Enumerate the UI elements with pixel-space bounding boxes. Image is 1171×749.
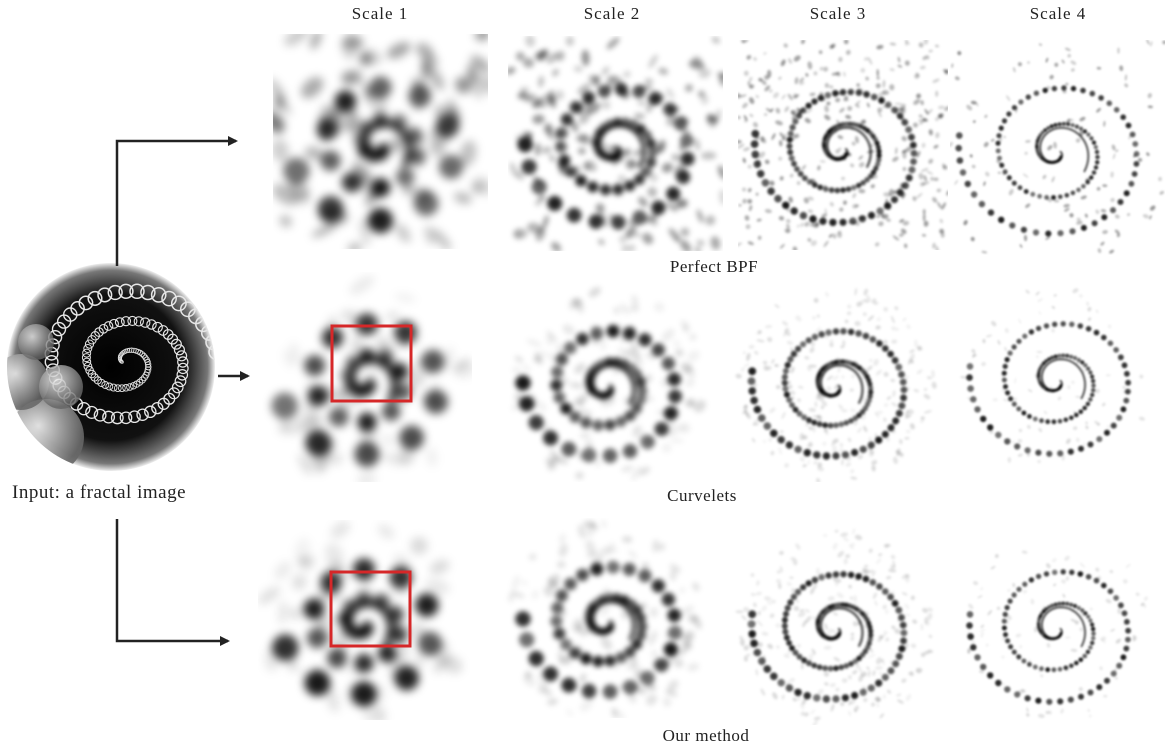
panel-bpf-scale-2 <box>508 36 723 251</box>
row-label-perfect-bpf: Perfect BPF <box>669 257 759 276</box>
panel-ours-scale-1 <box>258 521 463 720</box>
input-label: Input: a fractal image <box>12 482 187 503</box>
panel-ours-scale-4 <box>966 550 1148 719</box>
arrow-to-bpf <box>115 136 238 266</box>
highlight-box-ours <box>329 570 412 648</box>
column-header-scale-4: Scale 4 <box>1029 4 1087 23</box>
highlight-box-curvelets <box>330 324 413 403</box>
panel-bpf-scale-3 <box>738 40 948 250</box>
panel-ours-scale-3 <box>735 528 933 725</box>
panel-bpf-scale-4 <box>950 40 1165 254</box>
input-fractal-image <box>7 263 215 471</box>
column-header-scale-3: Scale 3 <box>809 4 867 23</box>
panel-curvelets-scale-1 <box>271 275 472 482</box>
panel-ours-scale-2 <box>508 520 702 718</box>
row-label-our-method: Our method <box>662 726 750 745</box>
column-header-scale-2: Scale 2 <box>583 4 641 23</box>
column-header-scale-1: Scale 1 <box>351 4 409 23</box>
row-label-curvelets: Curvelets <box>667 486 737 505</box>
arrow-to-our-method <box>115 519 230 646</box>
panel-curvelets-scale-2 <box>511 287 706 481</box>
panel-bpf-scale-1 <box>273 34 488 249</box>
panel-curvelets-scale-3 <box>735 287 937 482</box>
panel-curvelets-scale-4 <box>960 288 1145 464</box>
